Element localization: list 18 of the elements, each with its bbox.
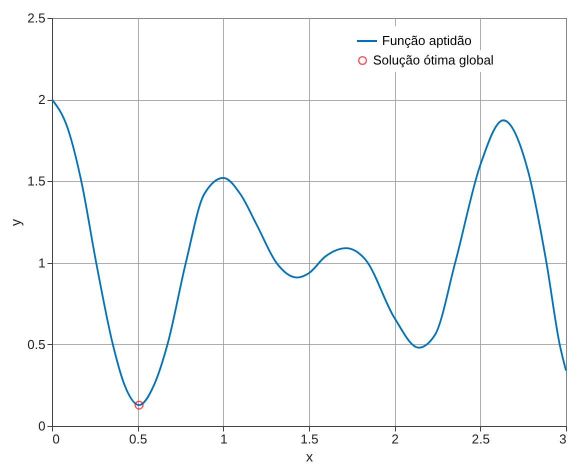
y-tick-label: 1.5 <box>27 174 46 189</box>
y-tick-label: 2 <box>38 92 46 108</box>
x-tick-label: 2.5 <box>472 432 490 446</box>
x-tick-label: 1 <box>220 432 228 446</box>
y-tick-label: 1 <box>38 255 46 270</box>
legend-label: Solução ótima global <box>373 52 494 68</box>
x-tick-label: 2 <box>392 432 399 446</box>
line-series <box>51 98 567 406</box>
x-axis-title: x <box>306 448 313 464</box>
x-tick-label: 0 <box>52 432 60 446</box>
y-tick-label: 0.5 <box>27 336 46 352</box>
x-tick-label: 0.5 <box>129 432 148 446</box>
y-axis-title: y <box>7 219 24 226</box>
y-tick-label: 0 <box>38 418 46 434</box>
x-tick-label: 1.5 <box>300 432 319 446</box>
x-tick-label: 3 <box>559 432 566 446</box>
legend-label: Função aptidão <box>382 33 472 48</box>
y-tick-label: 2.5 <box>27 10 46 26</box>
